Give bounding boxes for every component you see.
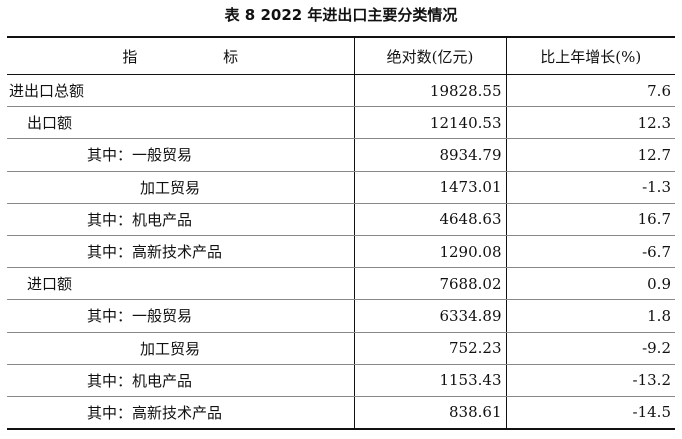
table-row: 出口额 12140.53 12.3	[7, 106, 675, 140]
table-row: 其中：高新技术产品 838.61 -14.5	[7, 396, 675, 431]
header-value: 绝对数(亿元)	[353, 36, 506, 75]
row-growth: -13.2	[505, 364, 675, 397]
row-value: 1290.08	[353, 235, 506, 269]
row-name: 加工贸易	[7, 171, 354, 204]
row-name: 其中：机电产品	[7, 203, 354, 236]
row-name: 其中：高新技术产品	[7, 396, 354, 431]
trade-table: 指 标 绝对数(亿元) 比上年增长(%) 进出口总额 19828.55 7.6 出口…	[7, 36, 675, 431]
row-value: 19828.55	[353, 74, 506, 108]
row-name: 其中：一般贸易	[7, 138, 354, 172]
row-growth: -6.7	[505, 235, 675, 269]
row-growth: 12.3	[505, 106, 675, 140]
row-name: 其中：高新技术产品	[7, 235, 354, 269]
row-name: 进口额	[7, 267, 354, 301]
row-value: 8934.79	[353, 138, 506, 172]
row-growth: 7.6	[505, 74, 675, 108]
row-growth: -1.3	[505, 171, 675, 204]
row-value: 4648.63	[353, 203, 506, 236]
row-growth: 0.9	[505, 267, 675, 301]
table-row: 其中：一般贸易 8934.79 12.7	[7, 138, 675, 172]
table-row: 加工贸易 752.23 -9.2	[7, 332, 675, 365]
row-value: 1473.01	[353, 171, 506, 204]
row-name: 加工贸易	[7, 332, 354, 365]
row-name: 出口额	[7, 106, 354, 140]
row-value: 12140.53	[353, 106, 506, 140]
row-name: 其中：机电产品	[7, 364, 354, 397]
table-row: 加工贸易 1473.01 -1.3	[7, 171, 675, 204]
header-growth: 比上年增长(%)	[505, 36, 675, 75]
table-row: 其中：高新技术产品 1290.08 -6.7	[7, 235, 675, 269]
table-title: 表 8 2022 年进出口主要分类情况	[224, 6, 458, 24]
table-row: 其中：机电产品 4648.63 16.7	[7, 203, 675, 236]
header-indicator: 指 标	[7, 36, 354, 75]
row-growth: -14.5	[505, 396, 675, 431]
row-growth: 12.7	[505, 138, 675, 172]
row-value: 7688.02	[353, 267, 506, 301]
row-growth: 1.8	[505, 299, 675, 333]
row-growth: 16.7	[505, 203, 675, 236]
table-row: 其中：机电产品 1153.43 -13.2	[7, 364, 675, 397]
header-row: 指 标 绝对数(亿元) 比上年增长(%)	[7, 36, 675, 75]
row-name: 进出口总额	[7, 74, 354, 108]
row-value: 752.23	[353, 332, 506, 365]
row-growth: -9.2	[505, 332, 675, 365]
row-name: 其中：一般贸易	[7, 299, 354, 333]
table-row: 其中：一般贸易 6334.89 1.8	[7, 299, 675, 333]
row-value: 838.61	[353, 396, 506, 431]
table-row: 进口额 7688.02 0.9	[7, 267, 675, 301]
row-value: 6334.89	[353, 299, 506, 333]
table-row: 进出口总额 19828.55 7.6	[7, 74, 675, 108]
row-value: 1153.43	[353, 364, 506, 397]
